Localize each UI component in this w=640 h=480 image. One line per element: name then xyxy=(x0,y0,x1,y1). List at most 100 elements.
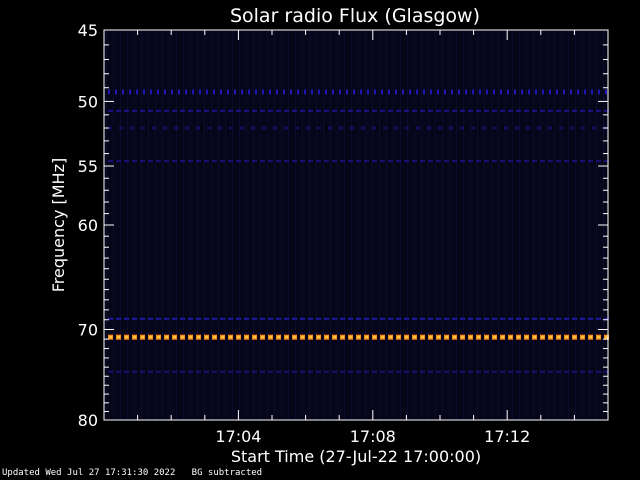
band-segment xyxy=(471,126,475,130)
background-column xyxy=(456,30,457,420)
band-segment xyxy=(452,370,457,373)
band-segment xyxy=(236,160,241,163)
band-segment xyxy=(297,89,299,95)
band-segment xyxy=(220,370,225,373)
band-core xyxy=(533,336,536,339)
band-segment xyxy=(584,89,586,95)
band-segment xyxy=(404,317,409,320)
band-segment xyxy=(116,160,121,163)
band-segment xyxy=(340,317,345,320)
band-core xyxy=(333,336,336,339)
band-segment xyxy=(283,89,285,95)
band-segment xyxy=(339,89,341,95)
band-segment xyxy=(340,109,345,112)
band-segment xyxy=(452,317,457,320)
band-segment xyxy=(404,109,409,112)
band-segment xyxy=(420,317,425,320)
band-segment xyxy=(346,89,348,95)
y-tick-label: 60 xyxy=(78,216,98,235)
band-segment xyxy=(604,370,609,373)
y-tick-label: 70 xyxy=(78,320,98,339)
band-segment xyxy=(276,317,281,320)
band-segment xyxy=(540,317,545,320)
band-segment xyxy=(452,109,457,112)
band-segment xyxy=(220,317,225,320)
band-segment xyxy=(164,160,169,163)
band-segment xyxy=(428,317,433,320)
band-segment xyxy=(260,317,265,320)
background-column xyxy=(225,30,226,420)
background-column xyxy=(477,30,478,420)
background-column xyxy=(470,30,471,420)
band-segment xyxy=(580,317,585,320)
band-core xyxy=(573,336,576,339)
band-segment xyxy=(212,317,217,320)
background-column xyxy=(176,30,177,420)
band-core xyxy=(405,336,408,339)
band-segment xyxy=(528,89,530,95)
band-segment xyxy=(458,89,460,95)
background-column xyxy=(491,30,492,420)
background-column xyxy=(386,30,387,420)
band-core xyxy=(461,336,464,339)
band-segment xyxy=(350,126,354,130)
band-segment xyxy=(452,160,457,163)
y-axis-label: Frequency [MHz] xyxy=(49,158,68,292)
band-segment xyxy=(252,160,257,163)
background-column xyxy=(190,30,191,420)
band-segment xyxy=(460,317,465,320)
band-segment xyxy=(484,317,489,320)
band-segment xyxy=(548,160,553,163)
band-segment xyxy=(284,126,288,130)
band-segment xyxy=(396,317,401,320)
band-segment xyxy=(516,109,521,112)
band-segment xyxy=(508,160,513,163)
band-segment xyxy=(240,126,244,130)
band-segment xyxy=(514,89,516,95)
background-column xyxy=(596,30,597,420)
band-segment xyxy=(604,109,609,112)
band-core xyxy=(469,336,472,339)
band-segment xyxy=(116,317,121,320)
band-segment xyxy=(493,89,495,95)
band-core xyxy=(381,336,384,339)
band-segment xyxy=(328,126,332,130)
band-segment xyxy=(124,370,129,373)
band-segment xyxy=(148,109,153,112)
background-column xyxy=(428,30,429,420)
band-segment xyxy=(372,109,377,112)
band-core xyxy=(349,336,352,339)
band-segment xyxy=(348,109,353,112)
band-segment xyxy=(468,370,473,373)
band-segment xyxy=(295,126,299,130)
band-segment xyxy=(340,160,345,163)
background-column xyxy=(512,30,513,420)
background-column xyxy=(379,30,380,420)
background-column xyxy=(323,30,324,420)
band-segment xyxy=(308,370,313,373)
band-core xyxy=(597,336,600,339)
band-segment xyxy=(188,109,193,112)
band-segment xyxy=(580,109,585,112)
background-column xyxy=(533,30,534,420)
band-segment xyxy=(412,109,417,112)
band-segment xyxy=(356,109,361,112)
band-core xyxy=(165,336,168,339)
band-segment xyxy=(356,317,361,320)
updated-timestamp: Updated Wed Jul 27 17:31:30 2022 xyxy=(2,468,176,478)
background-column xyxy=(498,30,499,420)
band-segment xyxy=(532,317,537,320)
band-segment xyxy=(468,109,473,112)
band-core xyxy=(485,336,488,339)
band-segment xyxy=(428,109,433,112)
band-segment xyxy=(556,317,561,320)
band-segment xyxy=(460,160,465,163)
band-segment xyxy=(564,109,569,112)
band-segment xyxy=(580,160,585,163)
band-segment xyxy=(311,89,313,95)
band-segment xyxy=(394,126,398,130)
band-segment xyxy=(388,370,393,373)
band-segment xyxy=(207,126,211,130)
band-segment xyxy=(129,89,131,95)
x-axis-label: Start Time (27-Jul-22 17:00:00) xyxy=(231,447,481,466)
